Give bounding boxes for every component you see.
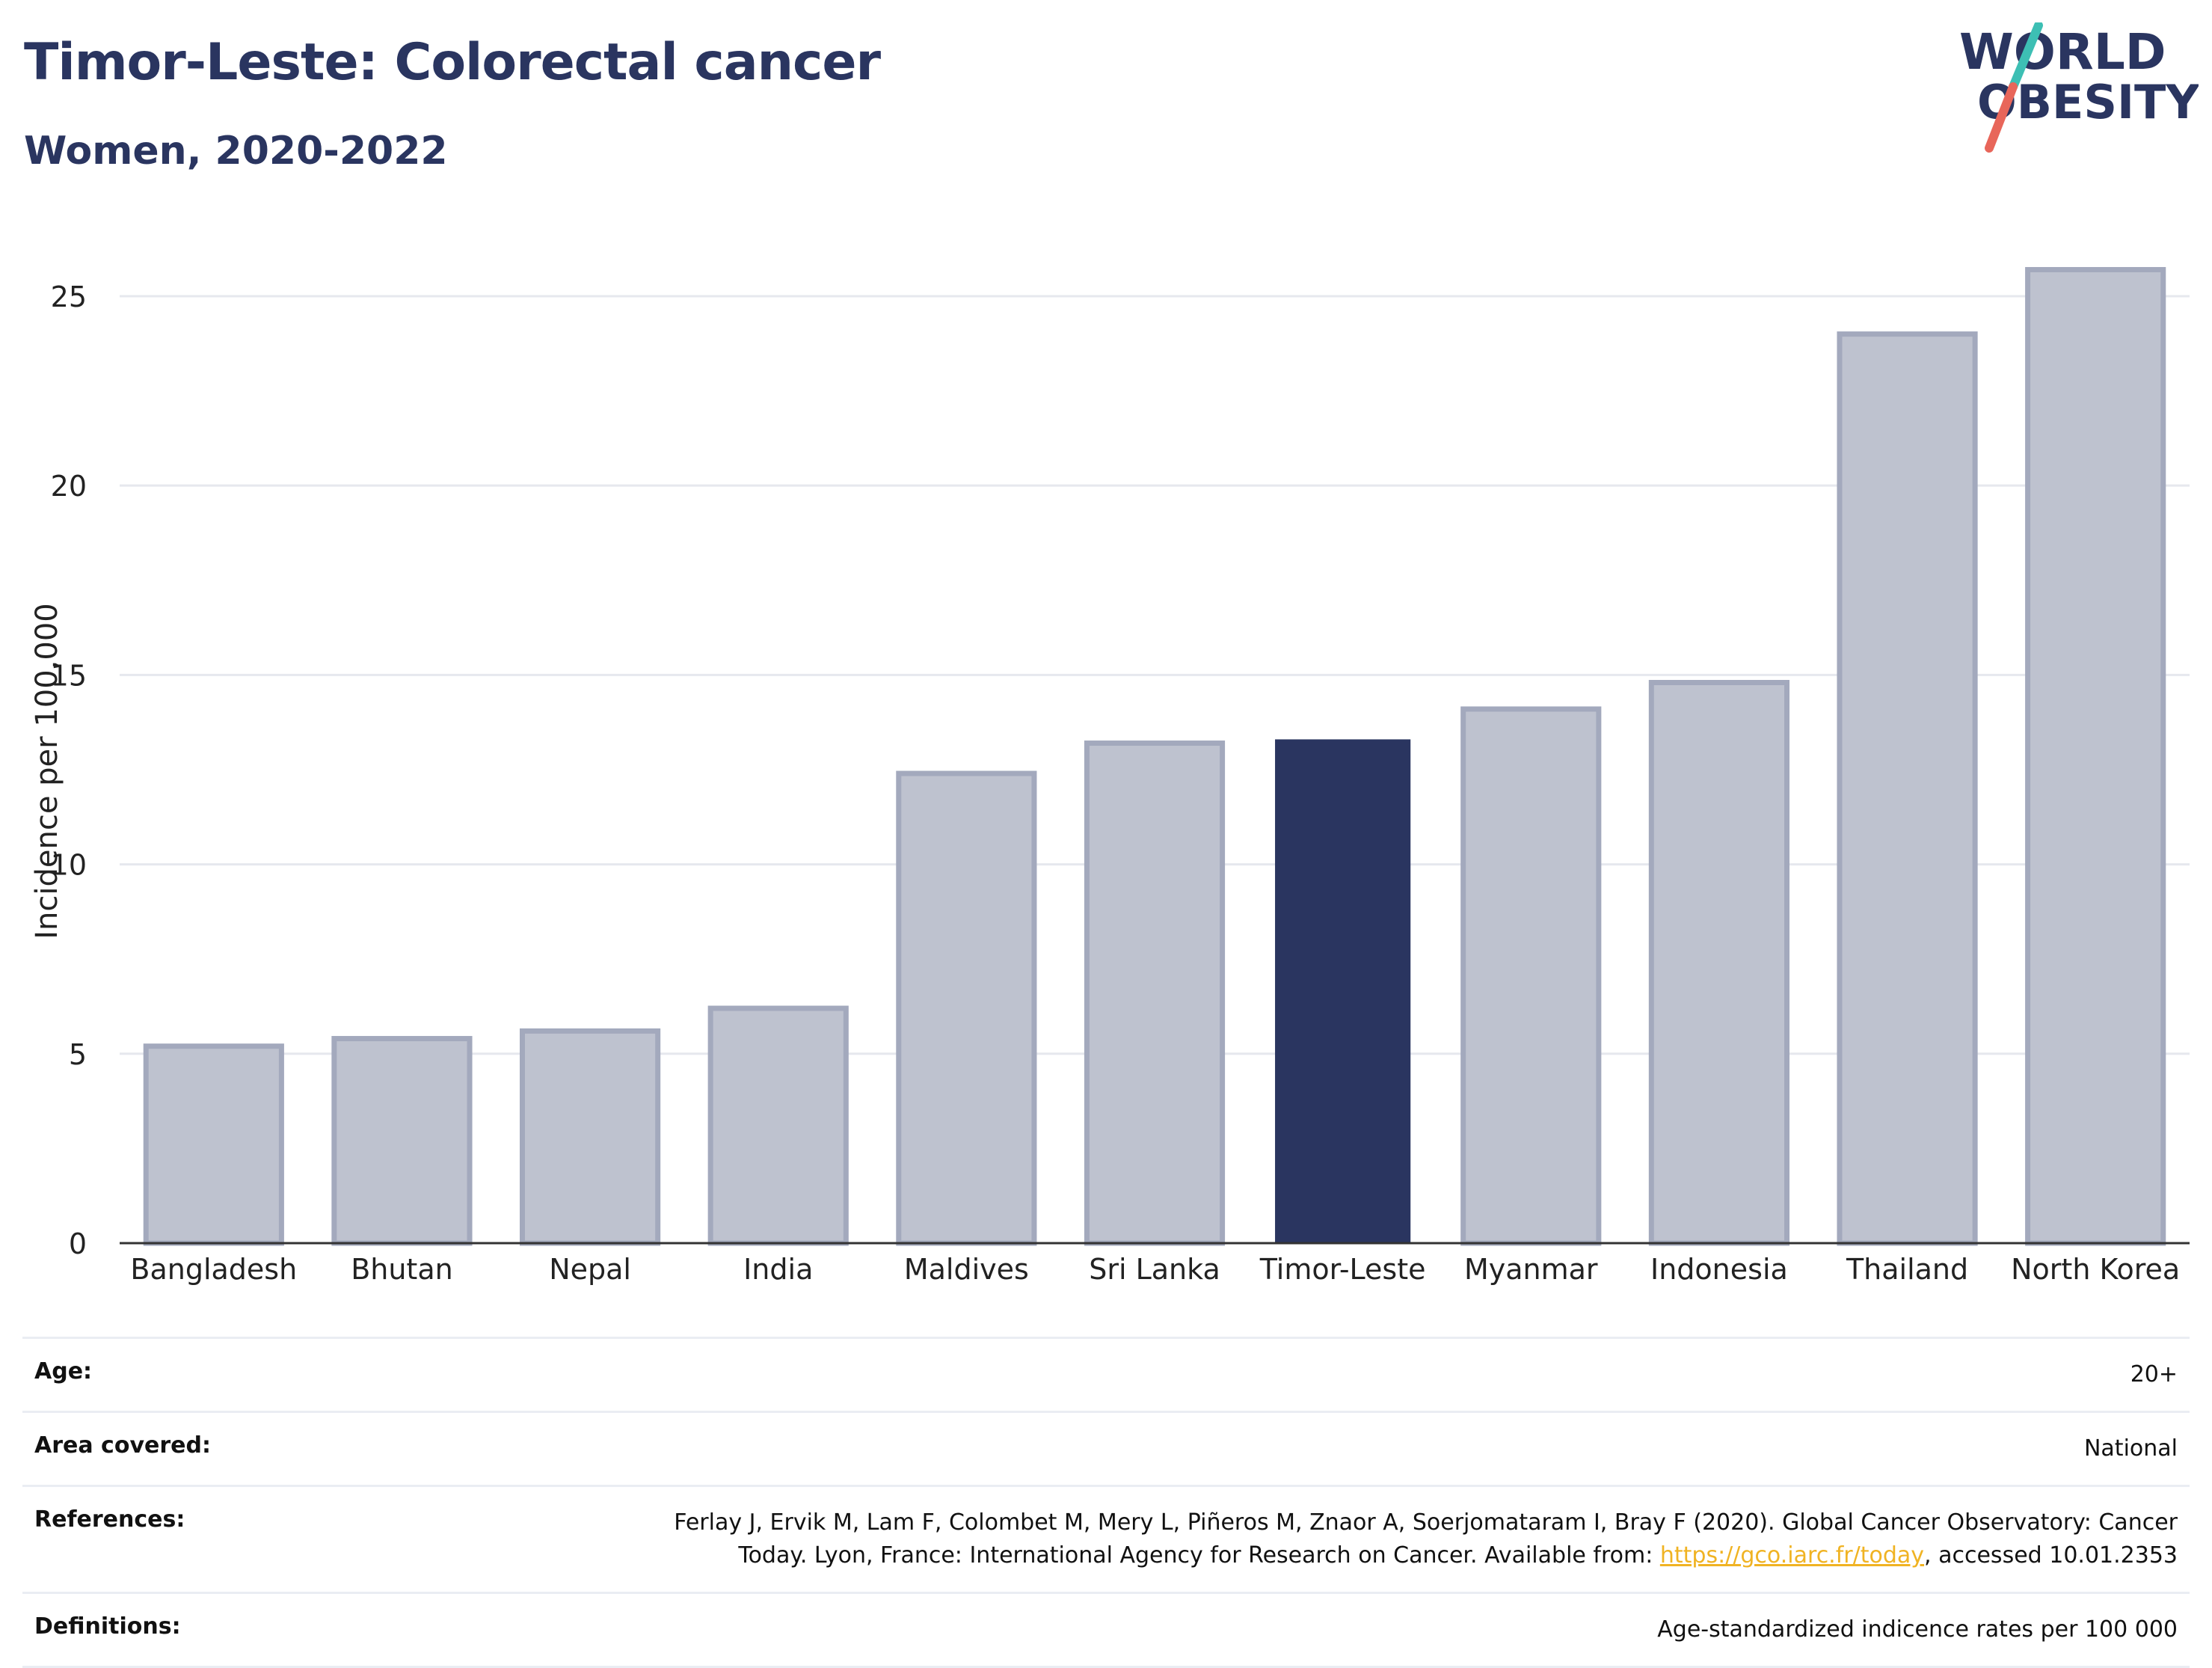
metadata-table: Age: 20+ Area covered: National Referenc… xyxy=(22,1337,2190,1668)
meta-label-area: Area covered: xyxy=(34,1432,211,1459)
y-tick-label: 10 xyxy=(51,849,87,882)
meta-label-references: References: xyxy=(34,1506,185,1533)
y-tick-label: 20 xyxy=(51,470,87,503)
x-tick-label: Timor-Leste xyxy=(1259,1253,1426,1286)
reference-link[interactable]: https://gco.iarc.fr/today xyxy=(1659,1542,1925,1569)
y-tick-label: 15 xyxy=(51,659,87,692)
bar-chart: 0 5 10 15 20 25 Incidence per 100,000 Banglades… xyxy=(30,267,2190,1286)
reference-accessed: , accessed 10.01.2353 xyxy=(1924,1542,2178,1569)
bar-timor-leste[interactable] xyxy=(1275,739,1411,1243)
x-tick-label: Sri Lanka xyxy=(1089,1253,1220,1286)
x-tick-label: Bhutan xyxy=(351,1253,453,1286)
bar-maldives[interactable] xyxy=(896,770,1037,1246)
meta-label-age: Age: xyxy=(34,1358,93,1385)
x-tick-label: Myanmar xyxy=(1464,1253,1598,1286)
y-tick-label: 0 xyxy=(69,1227,87,1260)
x-tick-label: Maldives xyxy=(904,1253,1029,1286)
reference-text-line2: Today. Lyon, France: International Agenc… xyxy=(738,1542,1660,1569)
bar-thailand[interactable] xyxy=(1837,331,1978,1246)
bar-nepal[interactable] xyxy=(520,1028,661,1246)
y-tick-label: 5 xyxy=(69,1038,87,1071)
y-tick-label: 25 xyxy=(51,280,87,313)
bar-bangladesh[interactable] xyxy=(143,1043,284,1246)
meta-value-definitions: Age-standardized indicence rates per 100… xyxy=(1657,1616,2178,1643)
y-axis-label: Incidence per 100,000 xyxy=(30,603,64,939)
x-tick-label: Thailand xyxy=(1846,1253,1968,1286)
meta-value-references: Ferlay J, Ervik M, Lam F, Colombet M, Me… xyxy=(674,1506,2178,1572)
meta-value-age: 20+ xyxy=(2130,1361,2178,1388)
x-tick-label: Nepal xyxy=(549,1253,631,1286)
bar-sri-lanka[interactable] xyxy=(1084,741,1226,1246)
meta-value-area: National xyxy=(2083,1435,2178,1462)
bar-india[interactable] xyxy=(707,1005,849,1246)
chart-title: Timor-Leste: Colorectal cancer xyxy=(24,33,881,92)
x-tick-label: North Korea xyxy=(2011,1253,2180,1286)
meta-row-definitions: Definitions: Age-standardized indicence … xyxy=(22,1592,2190,1668)
meta-row-age: Age: 20+ xyxy=(22,1337,2190,1411)
meta-label-definitions: Definitions: xyxy=(34,1613,181,1640)
logo-slash-top xyxy=(2009,22,2043,91)
bar-bhutan[interactable] xyxy=(331,1036,473,1246)
bar-north-korea[interactable] xyxy=(2025,267,2166,1246)
chart-subtitle: Women, 2020-2022 xyxy=(24,129,448,174)
meta-row-references: References: Ferlay J, Ervik M, Lam F, Co… xyxy=(22,1485,2190,1592)
x-tick-label: Indonesia xyxy=(1650,1253,1788,1286)
logo-word-world: WORLD xyxy=(1959,23,2166,81)
world-obesity-logo: WORLD OBESITY xyxy=(1959,22,2199,153)
x-tick-label: Bangladesh xyxy=(130,1253,297,1286)
meta-row-area: Area covered: National xyxy=(22,1411,2190,1485)
logo-slash-bottom xyxy=(1985,82,2018,153)
reference-text-line1: Ferlay J, Ervik M, Lam F, Colombet M, Me… xyxy=(674,1509,2178,1536)
x-tick-label: India xyxy=(743,1253,813,1286)
bar-myanmar[interactable] xyxy=(1460,706,1602,1246)
bar-indonesia[interactable] xyxy=(1648,680,1789,1246)
